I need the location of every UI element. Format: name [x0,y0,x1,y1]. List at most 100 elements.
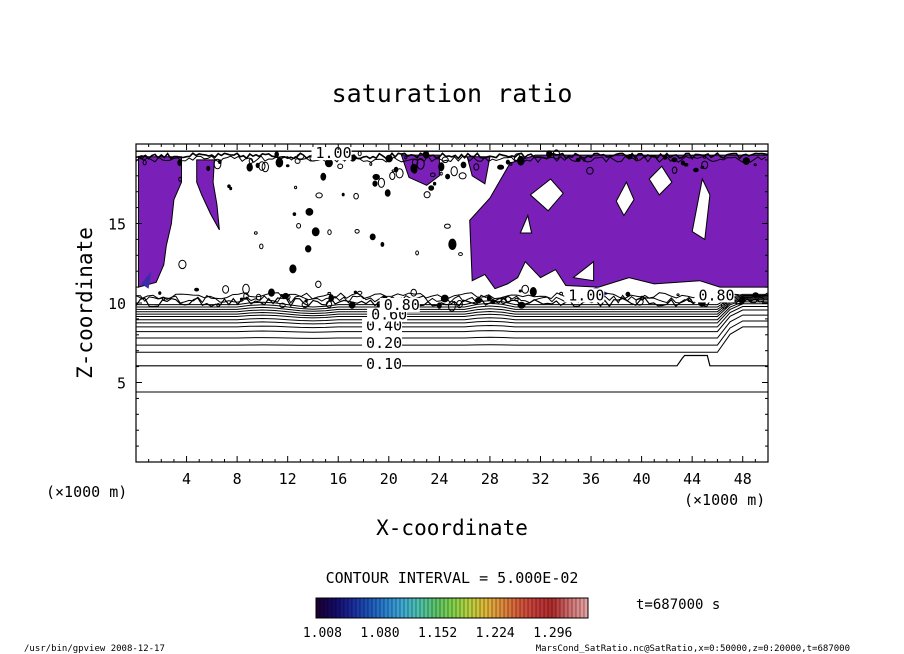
colorbar-swatch [540,598,544,618]
colorbar-tick-label: 1.008 [303,626,342,641]
contour-blob [246,163,253,172]
contour-line [136,306,768,329]
contour-blob [216,303,221,308]
contour-blob [305,245,312,253]
contour-line [136,294,765,304]
colorbar-tick-label: 1.080 [360,626,399,641]
contour-blob [559,291,563,296]
contour-blob [662,155,668,160]
contour-blob [294,185,298,190]
contour-blob [680,160,686,166]
subsaturated-pocket [691,177,711,241]
colorbar-swatch [512,598,516,618]
contour-blob [389,171,396,180]
x-axis-title: X-coordinate [376,516,528,540]
contour-blob [436,302,442,309]
colorbar-swatch [316,598,320,618]
contour-blob [315,192,323,199]
colorbar-swatch [464,598,468,618]
contour-blob [490,299,496,305]
contour-blob [575,157,581,162]
contour-label-bg [362,318,403,333]
contour-blob [357,290,363,295]
colorbar-swatch [436,598,440,618]
contour-blob [354,229,360,234]
x-tick-label: 44 [683,470,701,488]
contour-line [136,320,768,346]
x-tick-label: 12 [279,470,297,488]
contour-blob [327,291,332,296]
colorbar-swatch [452,598,456,618]
x-tick-label: 24 [430,470,448,488]
contour-blob [444,223,451,229]
colorbar-swatch [392,598,396,618]
footer-right-text: MarsCond_SatRatio.nc@SatRatio,x=0:50000,… [536,644,850,654]
contour-blob [206,165,211,172]
contour-blob [328,294,335,302]
contour-blob [242,283,250,295]
contour-blob [582,159,586,162]
contour-line [136,296,768,312]
contour-blob [222,285,230,294]
contour-blob [404,156,408,160]
contour-line [136,303,768,325]
contour-blob [702,154,707,159]
colorbar-swatch [380,598,384,618]
colorbar-swatch [516,598,520,618]
contour-blob [395,168,404,179]
contour-blob [294,158,301,164]
contour-blob [227,184,231,189]
contour-blob [243,292,249,300]
contour-blob [445,173,451,180]
contour-blob [671,157,678,163]
contour-blob [158,291,162,295]
contour-blob [458,252,463,257]
contour-blob [439,171,443,176]
contour-blob [486,295,492,302]
contour-blob [552,149,561,160]
contour-blob [304,299,308,303]
contour-blob [415,250,420,256]
colorbar-swatch [360,598,364,618]
colorbar-swatch [448,598,452,618]
x-tick-label: 20 [380,470,398,488]
colorbar-swatch [500,598,504,618]
contour-blob [348,301,356,309]
contour-blob [410,288,418,297]
colorbar-swatch [556,598,560,618]
colorbar-swatch [584,598,588,618]
contour-blob [385,154,393,163]
contour-blob [253,231,258,235]
contour-line [136,152,768,161]
contour-blob [341,192,345,197]
contour-blob [416,158,425,170]
contour-blob [456,300,463,309]
contour-blob [178,176,183,182]
contour-label-bg [362,356,403,371]
colorbar-swatch [496,598,500,618]
contour-blob [327,229,332,236]
contour-blob [753,163,757,167]
contour-blob [422,150,430,159]
contour-blob [384,189,391,197]
contour-blob [546,150,553,158]
contour-blob [377,177,385,188]
colorbar-swatch [476,598,480,618]
contour-blob [432,181,437,186]
contour-blob [296,153,305,160]
colorbar-swatch [580,598,584,618]
colorbar-swatch [532,598,536,618]
contour-blob [229,186,233,191]
contour-blob [529,287,537,297]
colorbar-swatch [520,598,524,618]
contour-blob [280,294,284,297]
contour-blob [627,154,633,159]
contour-blob [268,288,275,297]
chart-title: saturation ratio [332,79,573,108]
colorbar-tick-label: 1.224 [476,626,515,641]
colorbar-swatch [460,598,464,618]
contour-blob [410,163,418,174]
contour-blob [625,291,631,297]
contour-blob [239,297,244,301]
contour-blob [325,300,333,308]
